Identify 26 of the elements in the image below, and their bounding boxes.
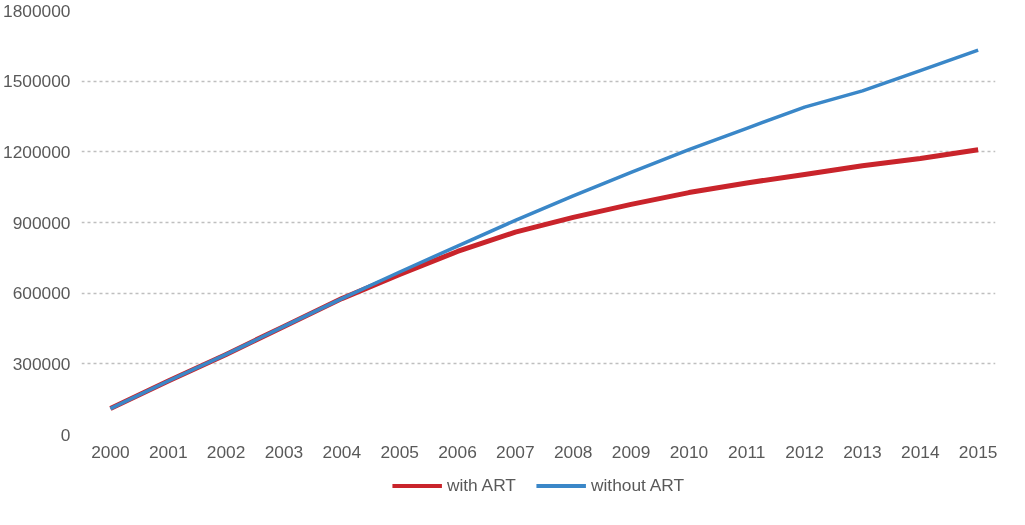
x-tick-label: 2010 bbox=[669, 441, 709, 462]
x-tick-label: 2014 bbox=[901, 441, 940, 462]
y-tick-label: 1800000 bbox=[3, 0, 71, 21]
x-tick-label: 2009 bbox=[611, 441, 651, 462]
x-tick-label: 2008 bbox=[553, 441, 593, 462]
y-tick-label: 0 bbox=[60, 424, 71, 445]
y-tick-label: 300000 bbox=[12, 353, 71, 374]
y-tick-label: 900000 bbox=[12, 212, 71, 233]
y-tick-label: 1500000 bbox=[3, 71, 71, 92]
x-tick-label: 2011 bbox=[728, 441, 766, 462]
x-tick-label: 2007 bbox=[496, 441, 535, 462]
line-series bbox=[108, 48, 980, 411]
x-tick-label: 2003 bbox=[264, 441, 304, 462]
x-tick-label: 2012 bbox=[785, 441, 824, 462]
x-tick-label: 2000 bbox=[91, 441, 130, 462]
legend-label: without ART bbox=[590, 474, 685, 496]
x-tick-label: 2006 bbox=[438, 441, 477, 462]
x-tick-label: 2002 bbox=[206, 441, 246, 462]
x-tick-label: 2001 bbox=[149, 441, 188, 462]
x-tick-label: 2015 bbox=[958, 441, 998, 462]
x-tick-label: 2005 bbox=[380, 441, 419, 462]
y-tick-label: 1200000 bbox=[3, 141, 71, 162]
legend-label: with ART bbox=[446, 474, 516, 496]
x-tick-label: 2013 bbox=[843, 441, 882, 462]
x-tick-label: 2004 bbox=[322, 441, 362, 462]
y-tick-label: 600000 bbox=[12, 283, 71, 304]
